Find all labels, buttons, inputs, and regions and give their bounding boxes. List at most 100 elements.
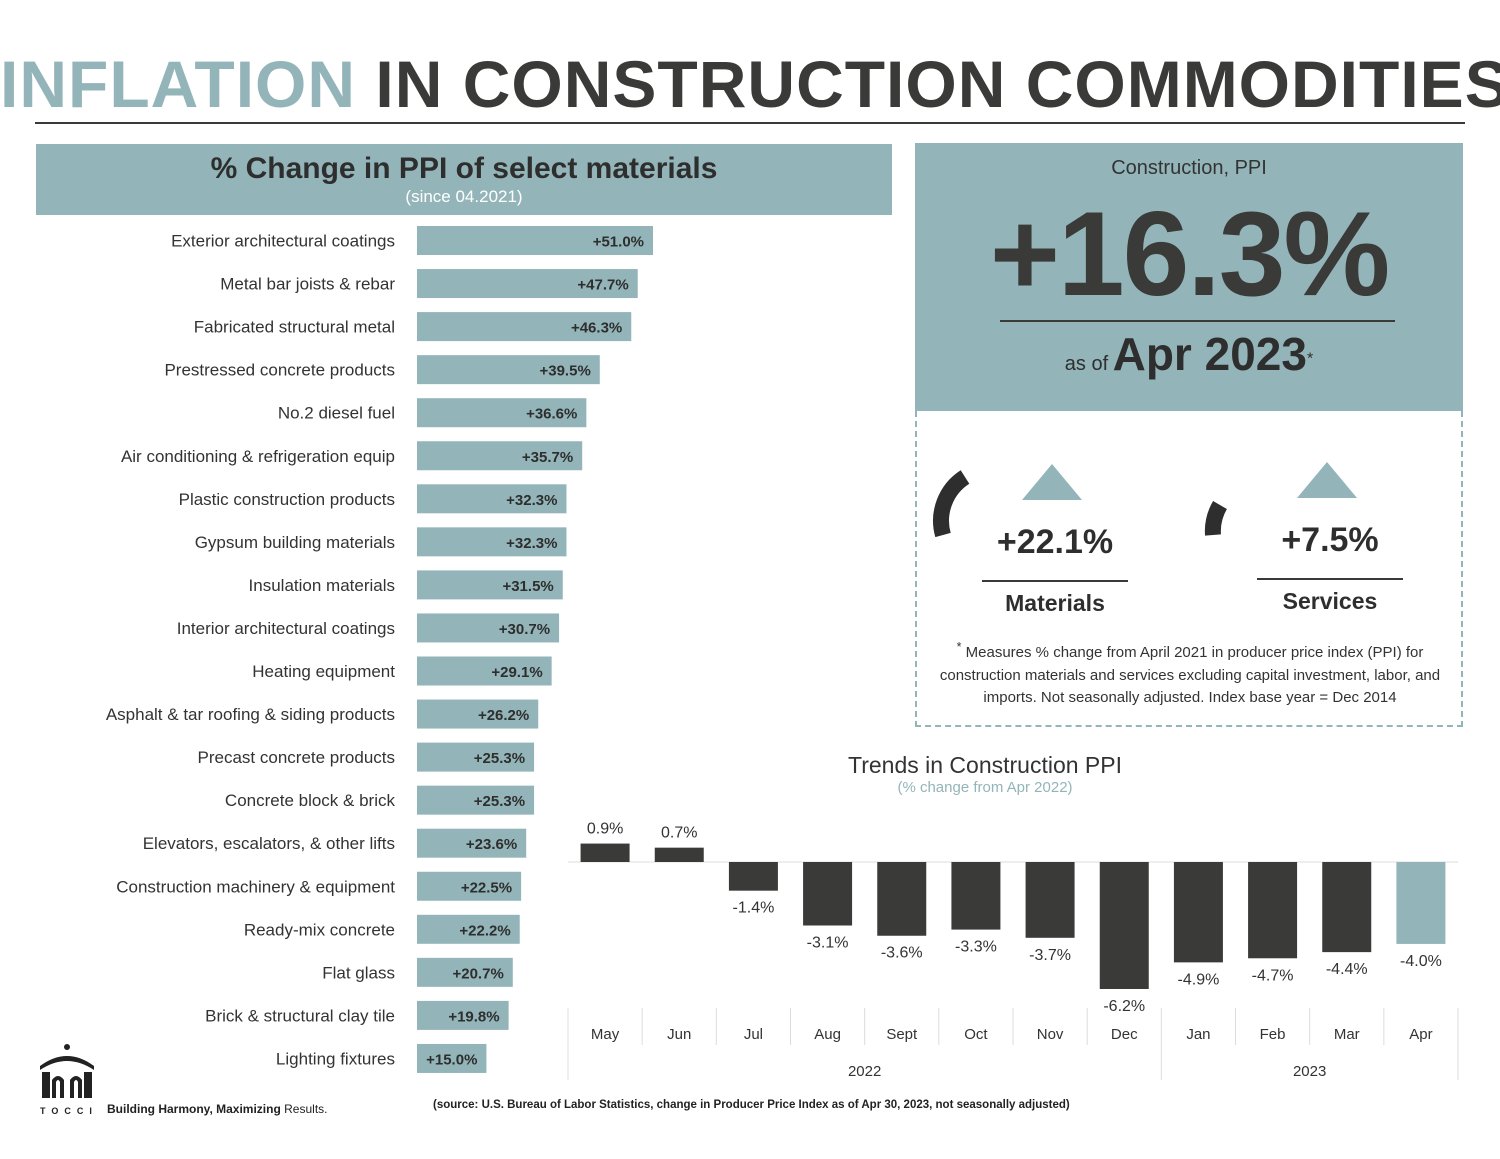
materials-category-label: Ready-mix concrete <box>244 920 395 939</box>
trends-month-label: Apr <box>1409 1026 1432 1043</box>
materials-bar-value-label: +30.7% <box>499 621 550 638</box>
materials-bar <box>417 699 539 729</box>
materials-bar <box>417 957 513 987</box>
materials-chart-title: % Change in PPI of select materials <box>210 152 718 185</box>
materials-bar-value-label: +32.3% <box>506 535 557 552</box>
trends-month-label: Jun <box>667 1026 691 1043</box>
tagline-rest: Results. <box>284 1102 328 1116</box>
materials-bar <box>417 785 535 815</box>
trends-month-label: Sept <box>886 1026 918 1043</box>
tagline-bold: Building Harmony, Maximizing <box>107 1102 281 1116</box>
materials-chart-header: % Change in PPI of select materials (sin… <box>36 144 892 215</box>
kpi-as-of-date: Apr 2023 <box>1112 328 1307 380</box>
trends-bar <box>580 843 630 862</box>
materials-category-label: Exterior architectural coatings <box>171 232 395 251</box>
kpi-label: Construction, PPI <box>1111 157 1267 179</box>
services-value: +7.5% <box>1281 521 1379 559</box>
trends-bar <box>803 862 853 926</box>
materials-category-label: Interior architectural coatings <box>177 619 395 638</box>
trends-value-label: -4.9% <box>1178 971 1220 988</box>
materials-bar-value-label: +19.8% <box>448 1008 499 1025</box>
trends-month-label: Jan <box>1186 1026 1210 1043</box>
materials-value: +22.1% <box>996 523 1114 561</box>
trends-value-label: 0.9% <box>587 821 623 838</box>
materials-category-label: Metal bar joists & rebar <box>220 275 395 294</box>
trends-value-label: -4.4% <box>1326 961 1368 978</box>
trends-bar <box>1248 862 1298 959</box>
kpi-footnote-mark: * <box>1306 350 1314 368</box>
materials-category-label: Elevators, escalators, & other lifts <box>143 834 395 853</box>
materials-bar <box>417 570 563 600</box>
materials-bar <box>417 871 522 901</box>
materials-bar-value-label: +46.3% <box>571 320 622 337</box>
materials-category-label: Heating equipment <box>252 662 395 681</box>
materials-category-label: Insulation materials <box>249 576 395 595</box>
title-main: IN CONSTRUCTION COMMODITIES <box>375 47 1500 121</box>
materials-bar <box>417 613 560 643</box>
trends-value-label: -4.7% <box>1252 967 1294 984</box>
materials-bar-value-label: +15.0% <box>426 1051 477 1068</box>
materials-bar-value-label: +35.7% <box>522 449 573 466</box>
materials-gauge-icon <box>933 470 970 538</box>
kpi-divider <box>1000 320 1395 322</box>
materials-label: Materials <box>1005 590 1105 616</box>
trends-value-label: 0.7% <box>661 825 697 842</box>
materials-up-triangle-icon <box>1022 464 1082 500</box>
materials-bar <box>417 312 632 342</box>
materials-bar <box>417 484 567 514</box>
trends-month-label: Dec <box>1111 1026 1138 1043</box>
materials-bar <box>417 742 535 772</box>
materials-bar-value-label: +25.3% <box>474 750 525 767</box>
materials-bar <box>417 398 587 428</box>
materials-bar <box>417 355 600 385</box>
materials-category-label: Air conditioning & refrigeration equip <box>121 447 395 466</box>
services-gauge-icon <box>1204 500 1228 536</box>
materials-bar-value-label: +22.2% <box>459 922 510 939</box>
materials-bar <box>417 269 638 299</box>
footnote-text: Measures % change from April 2021 in pro… <box>939 644 1441 706</box>
materials-category-label: Brick & structural clay tile <box>205 1006 395 1025</box>
materials-category-label: Lighting fixtures <box>276 1049 395 1068</box>
materials-bar <box>417 1043 487 1073</box>
footnote-mark: * <box>956 640 962 654</box>
materials-bar <box>417 656 552 686</box>
trends-month-label: Jul <box>744 1026 763 1043</box>
trends-bar <box>654 847 704 862</box>
tocci-logo-icon <box>40 1044 94 1098</box>
services-label: Services <box>1282 588 1378 614</box>
materials-bar-value-label: +47.7% <box>577 277 628 294</box>
trends-bar <box>1025 862 1075 938</box>
trends-bar <box>1322 862 1372 953</box>
materials-category-label: Gypsum building materials <box>195 533 395 552</box>
trends-value-label: -3.7% <box>1029 947 1071 964</box>
trends-month-label: Nov <box>1037 1026 1064 1043</box>
materials-category-label: Prestressed concrete products <box>164 361 395 380</box>
trends-value-label: -4.0% <box>1400 953 1442 970</box>
trends-bar-chart: 0.9% May 0.7% Jun -1.4% Jul -3.1% Aug -3.6% Sept -… <box>567 821 1459 1080</box>
trends-bar <box>1099 862 1149 989</box>
construction-ppi-panel: Construction, PPI +16.3% as of Apr 2023* <box>915 143 1463 411</box>
materials-bar <box>417 441 583 471</box>
kpi-as-of: as of Apr 2023* <box>915 327 1463 381</box>
title-divider <box>35 122 1465 124</box>
materials-bar <box>417 527 567 557</box>
materials-bar <box>417 1000 509 1030</box>
trends-month-label: Feb <box>1260 1026 1286 1043</box>
materials-category-label: Precast concrete products <box>198 748 395 767</box>
services-stat: +7.5% Services <box>1250 521 1410 615</box>
materials-bar-value-label: +25.3% <box>474 793 525 810</box>
materials-bar-value-label: +31.5% <box>502 578 553 595</box>
materials-bar <box>417 828 527 858</box>
tagline: Building Harmony, Maximizing Results. <box>107 1102 328 1116</box>
materials-bar-value-label: +22.5% <box>461 879 512 896</box>
materials-bar-value-label: +29.1% <box>491 664 542 681</box>
trends-value-label: -6.2% <box>1103 998 1145 1015</box>
materials-category-label: Concrete block & brick <box>225 791 396 810</box>
source-note: (source: U.S. Bureau of Labor Statistics… <box>433 1099 1070 1111</box>
trends-month-label: Mar <box>1334 1026 1360 1043</box>
trends-month-label: May <box>591 1026 620 1043</box>
trends-bar <box>877 862 927 936</box>
materials-bar-value-label: +32.3% <box>506 492 557 509</box>
trends-value-label: -1.4% <box>733 900 775 917</box>
trends-value-label: -3.1% <box>807 935 849 952</box>
